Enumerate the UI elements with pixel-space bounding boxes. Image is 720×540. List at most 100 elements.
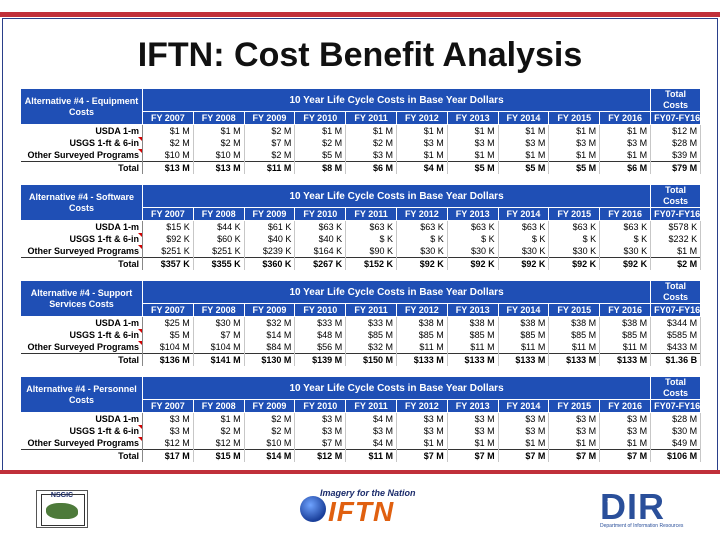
table-row: USDA 1-m $25 M $30 M $32 M $33 M $33 M $38 M $3… (20, 316, 702, 329)
year-header: FY 2013 (446, 207, 499, 221)
cost-cell: $3 M (294, 425, 347, 437)
lcc-header: 10 Year Life Cycle Costs in Base Year Do… (141, 184, 652, 208)
year-header: FY 2012 (395, 207, 448, 221)
table-row: USDA 1-m $1 M $1 M $2 M $1 M $1 M $1 M $1 M $1 M… (20, 124, 702, 137)
cost-cell: $1 M (142, 124, 194, 137)
cost-cell: $3 M (599, 137, 652, 149)
year-header: FY 2015 (548, 399, 601, 413)
cost-cell: $1 M (599, 149, 652, 162)
year-header: FY 2013 (446, 303, 499, 317)
table-row: Other Surveyed Programs $104 M $104 M $84 M… (20, 341, 702, 354)
row-label: USDA 1-m (20, 220, 143, 233)
row-label: USGS 1-ft & 6-in (20, 137, 143, 149)
row-label: USDA 1-m (20, 316, 143, 329)
cost-cell: $3 M (599, 412, 652, 425)
table-spacer (20, 270, 700, 280)
cost-cell: $5 M (142, 329, 194, 341)
dir-wordmark: DIR (600, 486, 665, 527)
cost-cell: $84 M (244, 341, 296, 354)
cost-cell: $30 K (599, 245, 652, 258)
cost-cell: $10 M (193, 149, 245, 162)
row-label: Total (20, 257, 143, 270)
total-cell: $232 K (650, 233, 702, 245)
row-label: USGS 1-ft & 6-in (20, 233, 143, 245)
year-header: FY 2008 (192, 207, 245, 221)
cost-cell: $ K (548, 233, 601, 245)
cost-cell: $92 K (142, 233, 194, 245)
total-cell: $12 M (650, 124, 702, 137)
total-years-header: FY07-FY16 (650, 111, 702, 125)
total-cell: $2 M (650, 257, 702, 270)
cost-cell: $1 M (498, 149, 550, 162)
cost-cell: $ K (599, 233, 652, 245)
table-row: Total $136 M $141 M $130 M $139 M $150 M $133 … (20, 353, 702, 366)
row-label: Total (20, 353, 143, 366)
bottom-accent-bar (0, 470, 720, 474)
cost-cell: $85 M (498, 329, 550, 341)
cost-cell: $2 M (193, 137, 245, 149)
dir-logo: DIR ★ Department of Information Resource… (598, 486, 690, 532)
cost-cell: $3 M (498, 425, 550, 437)
table-row: USGS 1-ft & 6-in $2 M $2 M $7 M $2 M $2 M $3 M… (20, 137, 702, 149)
cost-cell: $7 M (599, 449, 652, 462)
year-header: FY 2011 (345, 303, 397, 317)
cost-cell: $3 M (447, 137, 499, 149)
cost-cell: $61 K (244, 220, 296, 233)
iftn-wordmark: IFTN (328, 496, 395, 527)
cost-cell: $104 M (193, 341, 245, 354)
cost-cell: $92 K (396, 257, 448, 270)
total-years-header: FY07-FY16 (650, 207, 702, 221)
cost-cell: $1 M (548, 437, 601, 450)
year-header: FY 2011 (345, 399, 397, 413)
cost-cell: $1 M (447, 437, 499, 450)
cost-cell: $40 K (294, 233, 347, 245)
cost-cell: $63 K (396, 220, 448, 233)
cost-cell: $1 M (498, 124, 550, 137)
cost-cell: $133 M (599, 353, 652, 366)
table-row: USDA 1-m $3 M $1 M $2 M $3 M $4 M $3 M $3 M $3 M… (20, 412, 702, 425)
cost-cell: $3 M (345, 425, 397, 437)
cost-cell: $133 M (447, 353, 499, 366)
cost-cell: $357 K (142, 257, 194, 270)
table-row: Other Surveyed Programs $251 K $251 K $239 … (20, 245, 702, 258)
year-header: FY 2015 (548, 207, 601, 221)
cost-cell: $63 K (498, 220, 550, 233)
slide-frame (2, 18, 718, 471)
cost-cell: $1 M (599, 437, 652, 450)
cost-cell: $7 M (548, 449, 601, 462)
cost-cell: $3 M (548, 137, 601, 149)
cost-cell: $11 M (345, 449, 397, 462)
cost-cell: $2 M (142, 137, 194, 149)
row-label: Other Surveyed Programs (20, 341, 143, 354)
cost-cell: $1 M (599, 124, 652, 137)
year-header: FY 2007 (142, 207, 194, 221)
cost-cell: $11 M (244, 161, 296, 174)
cost-cell: $141 M (193, 353, 245, 366)
cost-cell: $90 K (345, 245, 397, 258)
total-cell: $49 M (650, 437, 702, 450)
cost-cell: $3 M (447, 425, 499, 437)
year-header: FY 2011 (345, 111, 397, 125)
year-header: FY 2014 (497, 303, 550, 317)
cost-cell: $11 M (447, 341, 499, 354)
row-label: USGS 1-ft & 6-in (20, 425, 143, 437)
row-label: USGS 1-ft & 6-in (20, 329, 143, 341)
iftn-logo: Imagery for the Nation IFTN (300, 488, 418, 530)
cost-cell: $139 M (294, 353, 347, 366)
total-cell: $578 K (650, 220, 702, 233)
table-row: USGS 1-ft & 6-in $92 K $60 K $40 K $40 K $ K $… (20, 233, 702, 245)
total-cell: $344 M (650, 316, 702, 329)
cost-cell: $15 K (142, 220, 194, 233)
year-header: FY 2008 (192, 303, 245, 317)
cost-cell: $11 M (599, 341, 652, 354)
cost-cell: $152 K (345, 257, 397, 270)
cost-cell: $3 M (142, 425, 194, 437)
year-header: FY 2008 (192, 399, 245, 413)
total-cell: $433 M (650, 341, 702, 354)
cost-cell: $2 M (244, 149, 296, 162)
cost-cell: $33 M (345, 316, 397, 329)
year-header: FY 2007 (142, 399, 194, 413)
cost-cell: $2 M (244, 124, 296, 137)
nsgic-logo-text: NSGIC (50, 492, 74, 499)
total-years-header: FY07-FY16 (650, 303, 702, 317)
